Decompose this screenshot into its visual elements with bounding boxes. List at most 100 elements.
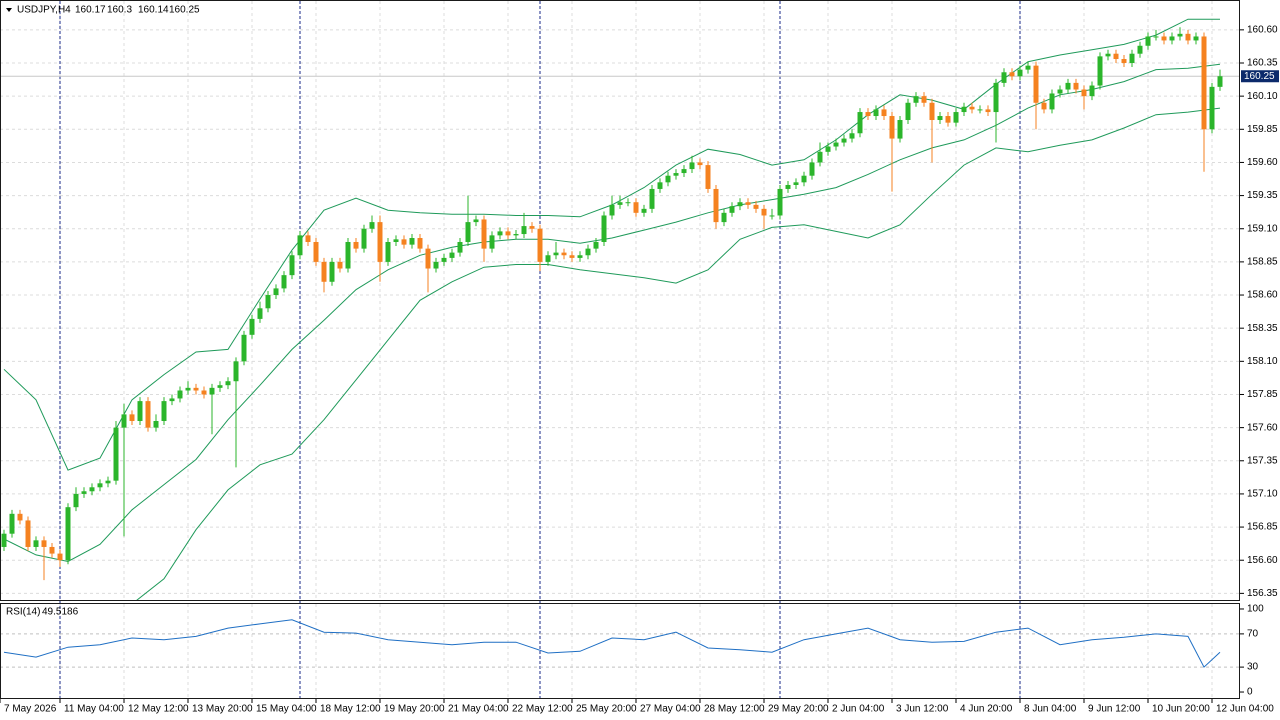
x-tick-label: 12 Jun 04:00 xyxy=(1216,704,1274,715)
collapse-icon[interactable] xyxy=(6,8,12,12)
candle-body xyxy=(553,252,559,256)
candle-body xyxy=(801,175,807,183)
candle-body xyxy=(393,239,399,242)
y-tick-label: 159.35 xyxy=(1247,190,1278,201)
candle-body xyxy=(545,255,551,262)
candle-body xyxy=(105,480,111,484)
candle-body xyxy=(409,238,415,245)
candle-body xyxy=(345,241,351,269)
candle-body xyxy=(1145,36,1151,46)
candle-body xyxy=(1121,59,1127,63)
x-tick-label: 11 May 04:00 xyxy=(64,704,124,715)
candle-body xyxy=(793,182,799,185)
candle-body xyxy=(841,138,847,143)
candle-body xyxy=(209,387,215,395)
candle-body xyxy=(937,116,943,121)
candle-body xyxy=(769,215,775,217)
candle-body xyxy=(921,96,927,103)
x-tick-label: 19 May 20:00 xyxy=(384,704,445,715)
candle-body xyxy=(617,202,623,205)
candle-body xyxy=(745,202,751,205)
candle-body xyxy=(145,401,151,428)
candle-body xyxy=(297,235,303,256)
overlay: 156.35 156.60 156.85 157.10 157.35 157.60 157.… xyxy=(0,24,1279,715)
candle-body xyxy=(57,553,63,561)
y-tick-label: 158.10 xyxy=(1247,356,1278,367)
ohlc-low: 160.14 xyxy=(138,5,169,16)
rsi-value: 49.5186 xyxy=(42,607,79,618)
candle-body xyxy=(385,241,391,262)
candle-body xyxy=(649,188,655,209)
price-pane-border xyxy=(0,0,1240,601)
y-tick-label: 157.60 xyxy=(1247,422,1278,433)
candle-body xyxy=(705,165,711,189)
candle-body xyxy=(249,318,255,335)
y-tick-label: 160.10 xyxy=(1247,91,1278,102)
rsi-tick-label: 0 xyxy=(1247,687,1253,698)
candle-body xyxy=(241,334,247,362)
candle-body xyxy=(1049,93,1055,110)
candle-body xyxy=(977,109,983,111)
x-tick-label: 27 May 04:00 xyxy=(640,704,701,715)
candle-body xyxy=(1073,82,1079,90)
candle-body xyxy=(1185,33,1191,41)
candle-body xyxy=(329,261,335,282)
y-tick-label: 159.10 xyxy=(1247,223,1278,234)
rsi-pane xyxy=(0,619,1240,668)
candle-body xyxy=(873,109,879,117)
candle-body xyxy=(665,175,671,183)
candle-body xyxy=(1089,85,1095,97)
candle-body xyxy=(121,414,127,428)
candle-body xyxy=(257,308,263,319)
x-tick-label: 4 Jun 20:00 xyxy=(960,704,1013,715)
candle-body xyxy=(17,513,23,521)
candle-body xyxy=(481,219,487,249)
candle-body xyxy=(169,398,175,402)
candle-body xyxy=(65,507,71,561)
candle-body xyxy=(1209,86,1215,130)
candle-body xyxy=(529,226,535,229)
candle-body xyxy=(849,133,855,139)
candle-body xyxy=(1161,36,1167,41)
candle-body xyxy=(889,116,895,139)
candle-body xyxy=(1033,65,1039,103)
candle-body xyxy=(817,151,823,163)
candle-body xyxy=(969,106,975,110)
candle-body xyxy=(825,146,831,152)
candle-body xyxy=(153,420,159,428)
candle-body xyxy=(177,390,183,399)
candle-body xyxy=(465,222,471,242)
x-tick-label: 12 May 12:00 xyxy=(128,704,189,715)
candle-body xyxy=(233,361,239,382)
candle-body xyxy=(585,248,591,256)
candle-body xyxy=(73,493,79,508)
y-tick-label: 158.85 xyxy=(1247,257,1278,268)
candle-body xyxy=(1113,53,1119,60)
candle-body xyxy=(49,546,55,554)
candle-body xyxy=(113,427,119,481)
candle-body xyxy=(497,231,503,236)
candle-body xyxy=(1081,89,1087,97)
candle-body xyxy=(505,231,511,236)
y-tick-label: 157.10 xyxy=(1247,489,1278,500)
candle-body xyxy=(561,252,567,256)
x-tick-label: 29 May 20:00 xyxy=(768,704,829,715)
candle-body xyxy=(457,241,463,253)
candle-body xyxy=(401,239,407,245)
candle-body xyxy=(729,206,735,213)
candle-body xyxy=(609,204,615,216)
candle-body xyxy=(337,261,343,269)
x-tick-label: 3 Jun 12:00 xyxy=(896,704,949,715)
candle-body xyxy=(281,275,287,289)
candle-body xyxy=(1065,82,1071,90)
candle-body xyxy=(513,234,519,236)
candle-body xyxy=(753,204,759,209)
candle-body xyxy=(681,169,687,174)
x-tick-label: 21 May 04:00 xyxy=(448,704,509,715)
candle-body xyxy=(1169,36,1175,41)
candle-body xyxy=(1025,65,1031,70)
y-tick-label: 158.60 xyxy=(1247,290,1278,301)
y-tick-label: 156.35 xyxy=(1247,588,1278,599)
candle-body xyxy=(417,238,423,249)
candle-body xyxy=(721,212,727,223)
